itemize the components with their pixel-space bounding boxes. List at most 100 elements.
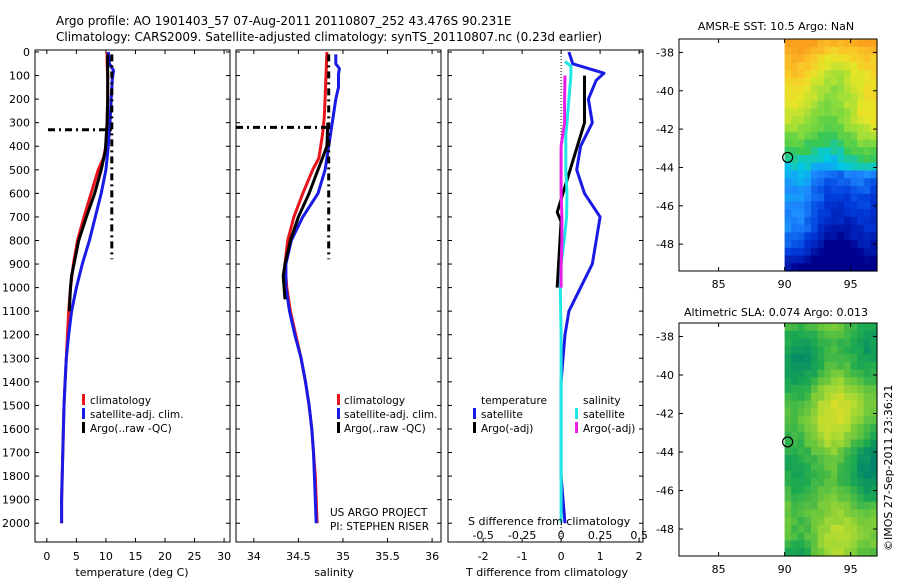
- heatmap-cell: [804, 431, 812, 441]
- heatmap-cell: [837, 486, 845, 495]
- heatmap-cell: [857, 416, 865, 425]
- heatmap-cell: [797, 100, 805, 110]
- heatmap-cell: [870, 39, 878, 48]
- heatmap-cell: [804, 108, 812, 117]
- heatmap-cell: [804, 470, 812, 479]
- heatmap-cell: [830, 330, 838, 340]
- heatmap-cell: [837, 423, 845, 433]
- heatmap-cell: [850, 85, 858, 94]
- heatmap-cell: [830, 524, 838, 534]
- heatmap-cell: [837, 323, 845, 332]
- difference-legend-salinity: salinity satellite Argo(-adj): [575, 395, 635, 435]
- heatmap-cell: [870, 392, 878, 402]
- y-tick-label: 300: [9, 117, 30, 130]
- heatmap-cell: [804, 240, 812, 249]
- heatmap-cell: [844, 247, 852, 257]
- heatmap-cell: [791, 478, 799, 487]
- heatmap-cell: [804, 377, 812, 386]
- heatmap-cell: [811, 431, 819, 441]
- heatmap-cell: [791, 423, 799, 433]
- heatmap-cell: [863, 447, 871, 456]
- heatmap-cell: [784, 447, 792, 456]
- heatmap-cell: [784, 509, 792, 518]
- heatmap-cell: [863, 385, 871, 394]
- heatmap-cell: [811, 400, 819, 410]
- heatmap-cell: [844, 361, 852, 371]
- heatmap-cell: [837, 501, 845, 510]
- heatmap-cell: [791, 247, 799, 257]
- heatmap-cell: [797, 69, 805, 79]
- heatmap-cell: [857, 247, 865, 257]
- heatmap-cell: [791, 46, 799, 56]
- heatmap-cell: [857, 100, 865, 110]
- y-tick-label: 600: [9, 187, 30, 200]
- heatmap-cell: [844, 338, 852, 347]
- heatmap-cell: [804, 178, 812, 187]
- y-tick-label: 100: [9, 70, 30, 83]
- heatmap-cell: [811, 354, 819, 363]
- heatmap-cell: [791, 193, 799, 202]
- heatmap-cell: [857, 524, 865, 534]
- legend-swatch-salinity-satellite: [575, 408, 578, 419]
- heatmap-cell: [844, 77, 852, 86]
- heatmap-cell: [797, 193, 805, 202]
- y-tick-label: -46: [656, 485, 674, 498]
- heatmap-cell: [811, 439, 819, 448]
- heatmap-cell: [824, 501, 832, 510]
- heatmap-cell: [817, 455, 825, 464]
- heatmap-cell: [804, 255, 812, 264]
- heatmap-cell: [870, 77, 878, 86]
- heatmap-cell: [844, 509, 852, 518]
- heatmap-cell: [784, 185, 792, 195]
- heatmap-cell: [817, 540, 825, 549]
- heatmap-cell: [830, 346, 838, 355]
- heatmap-cell: [850, 124, 858, 133]
- heatmap-cell: [863, 423, 871, 433]
- heatmap-cell: [804, 170, 812, 179]
- heatmap-cell: [837, 224, 845, 233]
- heatmap-cell: [791, 462, 799, 472]
- heatmap-cell: [837, 147, 845, 156]
- heatmap-cell: [817, 232, 825, 241]
- y-tick-label: 400: [9, 140, 30, 153]
- heatmap-cell: [844, 408, 852, 417]
- heatmap-cell: [850, 377, 858, 386]
- heatmap-cell: [844, 178, 852, 187]
- heatmap-cell: [870, 385, 878, 394]
- heatmap-cell: [824, 224, 832, 233]
- heatmap-cell: [830, 416, 838, 425]
- legend-label-temperature-argo: Argo(-adj): [481, 423, 533, 435]
- heatmap-cell: [797, 247, 805, 257]
- heatmap-cell: [870, 255, 878, 264]
- heatmap-cell: [837, 216, 845, 226]
- heatmap-cell: [797, 323, 805, 332]
- heatmap-cell: [850, 346, 858, 355]
- y-tick-label: -44: [656, 161, 674, 174]
- heatmap-cell: [837, 139, 845, 148]
- heatmap-cell: [857, 170, 865, 179]
- sla-map-title: Altimetric SLA: 0.074 Argo: 0.013: [684, 306, 868, 319]
- heatmap-cell: [863, 93, 871, 102]
- x-tick-label: 35: [336, 550, 350, 563]
- heatmap-cell: [837, 354, 845, 363]
- heatmap-cell: [850, 400, 858, 410]
- heatmap-cell: [811, 377, 819, 386]
- heatmap-cell: [863, 263, 871, 272]
- heatmap-cell: [817, 408, 825, 417]
- heatmap-cell: [811, 201, 819, 210]
- heatmap-cell: [857, 162, 865, 172]
- heatmap-cell: [824, 400, 832, 410]
- heatmap-cell: [811, 263, 819, 272]
- x-tick-label: 25: [188, 550, 202, 563]
- heatmap-cell: [870, 431, 878, 441]
- heatmap-cell: [830, 216, 838, 226]
- heatmap-cell: [784, 201, 792, 210]
- heatmap-cell: [784, 77, 792, 86]
- heatmap-cell: [870, 85, 878, 94]
- x-tick-label: 0: [43, 550, 50, 563]
- heatmap-cell: [811, 178, 819, 187]
- heatmap-cell: [824, 178, 832, 187]
- heatmap-cell: [857, 39, 865, 48]
- heatmap-cell: [811, 392, 819, 402]
- heatmap-cell: [837, 439, 845, 448]
